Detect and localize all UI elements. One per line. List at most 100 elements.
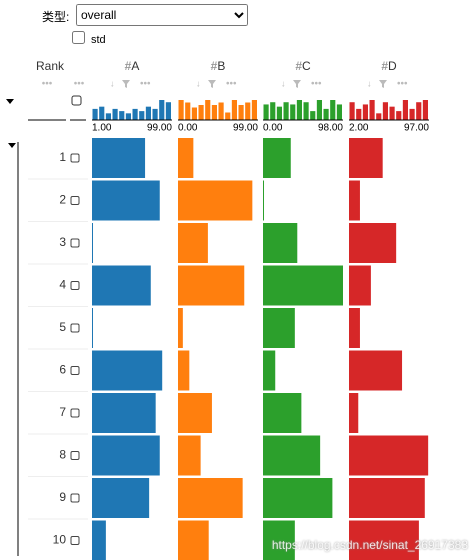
histogram-bar	[369, 100, 375, 120]
row-checkbox[interactable]	[70, 493, 80, 503]
histogram-bar	[422, 100, 428, 120]
histogram-bar	[276, 106, 282, 120]
sort-icon[interactable]: ↓	[110, 78, 115, 88]
column-header: #D	[381, 59, 397, 73]
column-name: D	[388, 59, 397, 73]
histogram-bar	[323, 108, 329, 120]
value-bar	[263, 138, 291, 178]
value-bar	[92, 265, 151, 306]
filter-icon[interactable]	[122, 80, 130, 88]
value-bar	[92, 478, 150, 518]
std-checkbox[interactable]	[72, 31, 85, 44]
type-icon: #	[381, 59, 388, 73]
value-bar	[178, 478, 243, 518]
histogram-bar	[396, 111, 402, 120]
sort-icon[interactable]: ↓	[367, 78, 372, 88]
histogram-bar	[382, 102, 388, 120]
value-bar	[349, 308, 360, 348]
histogram-bar	[218, 102, 224, 120]
value-bar	[92, 435, 160, 476]
value-bar	[349, 180, 360, 221]
histogram-bar	[125, 113, 131, 120]
min-label: 2.00	[349, 123, 369, 134]
histogram-bar	[211, 105, 217, 120]
value-bar	[92, 350, 163, 391]
rank-number: 7	[59, 405, 66, 419]
filter-icon[interactable]	[379, 80, 387, 88]
rank-number: 10	[53, 533, 67, 547]
row-checkbox[interactable]	[70, 536, 80, 545]
value-bar	[263, 520, 295, 560]
histogram-bar	[316, 100, 322, 120]
value-bar	[92, 223, 93, 263]
histogram-bar	[349, 102, 355, 120]
value-bar	[178, 180, 253, 221]
row-checkbox[interactable]	[70, 153, 80, 163]
filter-icon[interactable]	[208, 80, 216, 88]
histogram-bar	[296, 100, 302, 120]
histogram-bar	[238, 105, 244, 120]
row-checkbox[interactable]	[70, 323, 80, 333]
min-label: 1.00	[92, 123, 112, 134]
histogram-bar	[178, 100, 184, 120]
row-checkbox[interactable]	[70, 451, 80, 460]
type-select[interactable]: overall	[76, 4, 248, 26]
value-bar	[349, 435, 429, 476]
value-bar	[263, 180, 264, 221]
select-all-checkbox[interactable]	[71, 95, 82, 106]
collapse-arrow[interactable]	[6, 99, 14, 104]
column-header: #C	[295, 59, 311, 73]
histogram-bar	[185, 102, 191, 120]
value-bar	[92, 393, 156, 433]
value-bar	[349, 393, 359, 433]
type-label: 类型:	[42, 10, 70, 24]
row-checkbox[interactable]	[70, 196, 80, 205]
rank-menu[interactable]: •••	[42, 79, 53, 90]
value-bar	[92, 180, 160, 221]
type-icon: #	[125, 59, 132, 73]
histogram-bar	[112, 108, 118, 120]
row-checkbox[interactable]	[70, 281, 80, 290]
rank-number: 2	[59, 193, 66, 207]
value-bar	[349, 138, 383, 178]
value-bar	[178, 350, 190, 391]
rank-number: 1	[59, 150, 66, 164]
column-menu[interactable]: •••	[140, 79, 151, 90]
column-menu[interactable]: •••	[397, 79, 408, 90]
value-bar	[263, 393, 302, 433]
rank-number: 6	[59, 363, 66, 377]
histogram-bar	[225, 112, 231, 120]
histogram-bar	[303, 102, 309, 120]
histogram-bar	[330, 100, 336, 120]
column-menu[interactable]: •••	[311, 79, 322, 90]
row-checkbox[interactable]	[70, 238, 80, 248]
histogram-bar	[416, 102, 422, 120]
std-label: std	[91, 34, 106, 46]
value-bar	[178, 393, 212, 433]
value-bar	[178, 265, 245, 306]
value-bar	[178, 223, 208, 263]
value-bar	[263, 265, 343, 306]
select-menu[interactable]: •••	[74, 79, 85, 90]
value-bar	[92, 308, 93, 348]
sort-icon[interactable]: ↓	[281, 78, 286, 88]
column-name: A	[131, 59, 139, 73]
row-checkbox[interactable]	[70, 366, 80, 375]
value-bar	[178, 520, 209, 560]
histogram-bar	[409, 108, 415, 120]
value-bar	[92, 520, 106, 560]
histogram-bar	[376, 113, 382, 120]
rank-number: 4	[59, 278, 66, 292]
histogram-bar	[92, 108, 98, 120]
max-label: 99.00	[233, 123, 258, 134]
rank-header: Rank	[36, 59, 65, 73]
value-bar	[263, 308, 295, 348]
column-menu[interactable]: •••	[226, 79, 237, 90]
row-checkbox[interactable]	[70, 408, 80, 418]
filter-icon[interactable]	[293, 80, 301, 88]
max-label: 98.00	[318, 123, 343, 134]
group-arrow[interactable]	[8, 143, 16, 148]
rank-number: 5	[59, 320, 66, 334]
sort-icon[interactable]: ↓	[196, 78, 201, 88]
